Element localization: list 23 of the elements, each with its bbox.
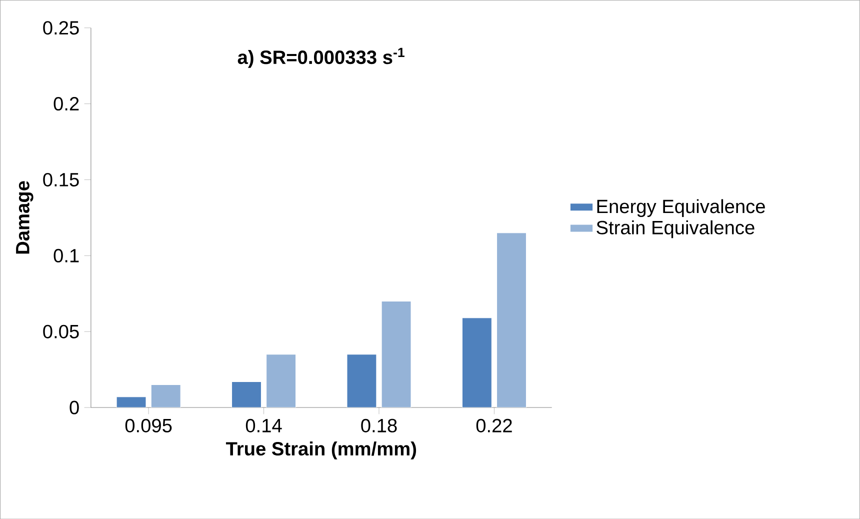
bar bbox=[381, 300, 412, 408]
bar bbox=[462, 318, 492, 408]
bar bbox=[346, 354, 377, 408]
bar bbox=[150, 384, 181, 408]
y-tick-label: 0.1 bbox=[54, 248, 79, 262]
y-tick-label: 0 bbox=[70, 400, 79, 414]
x-tick-label: 0.22 bbox=[476, 418, 512, 432]
y-tick-label: 0.25 bbox=[43, 20, 79, 35]
x-tick-label: 0.18 bbox=[361, 418, 397, 432]
y-tick-label: 0.15 bbox=[43, 172, 79, 186]
x-tick-label: 0.095 bbox=[125, 418, 172, 432]
bar bbox=[116, 396, 146, 408]
y-tick-label: 0.05 bbox=[43, 324, 79, 338]
x-axis-title: True Strain (mm/mm) bbox=[226, 441, 416, 460]
bar bbox=[266, 354, 296, 408]
legend-label: Energy Equivalence bbox=[597, 199, 765, 217]
bar bbox=[496, 232, 527, 408]
y-axis-title: Damage bbox=[16, 181, 34, 254]
y-tick-label: 0.2 bbox=[54, 96, 79, 110]
legend-label: Strain Equivalence bbox=[596, 220, 754, 238]
x-tick-label: 0.14 bbox=[246, 418, 282, 432]
text: a) SR=0.000333 s$^{-1}$ bbox=[238, 48, 404, 68]
bar bbox=[231, 381, 262, 408]
